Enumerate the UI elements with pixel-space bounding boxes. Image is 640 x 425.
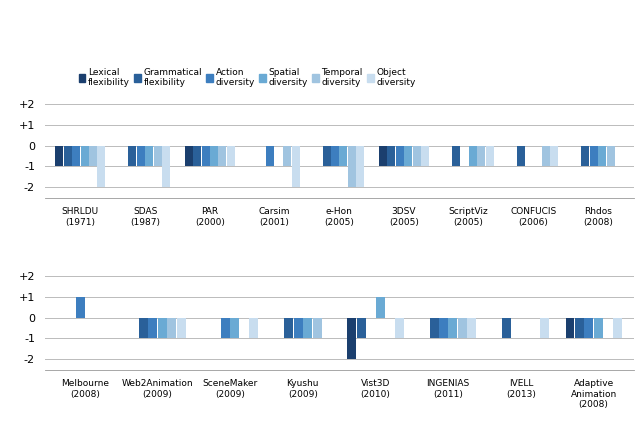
Bar: [395, 317, 404, 338]
Bar: [404, 146, 412, 167]
Bar: [162, 146, 170, 187]
Bar: [89, 146, 97, 167]
Bar: [157, 317, 166, 338]
Bar: [202, 146, 209, 167]
Bar: [379, 146, 387, 167]
Bar: [221, 317, 230, 338]
Bar: [396, 146, 404, 167]
Bar: [64, 146, 72, 167]
Bar: [540, 317, 549, 338]
Bar: [542, 146, 550, 167]
Bar: [439, 317, 448, 338]
Bar: [452, 146, 460, 167]
Bar: [81, 146, 88, 167]
Bar: [356, 146, 364, 187]
Bar: [429, 317, 438, 338]
Bar: [550, 146, 558, 167]
Bar: [607, 146, 614, 167]
Bar: [284, 317, 293, 338]
Bar: [97, 146, 106, 187]
Bar: [581, 146, 589, 167]
Bar: [76, 297, 84, 317]
Bar: [266, 146, 275, 167]
Bar: [469, 146, 477, 167]
Bar: [331, 146, 339, 167]
Bar: [218, 146, 227, 167]
Bar: [230, 317, 239, 338]
Bar: [612, 317, 621, 338]
Bar: [227, 146, 235, 167]
Bar: [339, 146, 348, 167]
Bar: [594, 317, 603, 338]
Bar: [56, 146, 63, 167]
Bar: [145, 146, 154, 167]
Bar: [167, 317, 176, 338]
Bar: [477, 146, 485, 167]
Bar: [193, 146, 201, 167]
Bar: [357, 317, 366, 338]
Bar: [250, 317, 259, 338]
Bar: [137, 146, 145, 167]
Bar: [516, 146, 525, 167]
Bar: [566, 317, 575, 338]
Bar: [148, 317, 157, 338]
Bar: [387, 146, 396, 167]
Bar: [449, 317, 458, 338]
Bar: [323, 146, 331, 167]
Bar: [72, 146, 80, 167]
Bar: [139, 317, 148, 338]
Bar: [376, 297, 385, 317]
Legend: Lexical
flexibility, Grammatical
flexibility, Action
diversity, Spatial
diversit: Lexical flexibility, Grammatical flexibi…: [79, 68, 415, 87]
Bar: [177, 317, 186, 338]
Bar: [303, 317, 312, 338]
Bar: [348, 146, 356, 187]
Bar: [502, 317, 511, 338]
Bar: [154, 146, 162, 167]
Bar: [584, 317, 593, 338]
Bar: [312, 317, 321, 338]
Bar: [598, 146, 606, 167]
Bar: [421, 146, 429, 167]
Bar: [283, 146, 291, 167]
Bar: [486, 146, 493, 167]
Bar: [292, 146, 300, 187]
Bar: [210, 146, 218, 167]
Bar: [413, 146, 420, 167]
Bar: [575, 317, 584, 338]
Bar: [185, 146, 193, 167]
Bar: [590, 146, 598, 167]
Bar: [458, 317, 467, 338]
Bar: [129, 146, 136, 167]
Bar: [294, 317, 303, 338]
Bar: [467, 317, 476, 338]
Bar: [348, 317, 356, 359]
